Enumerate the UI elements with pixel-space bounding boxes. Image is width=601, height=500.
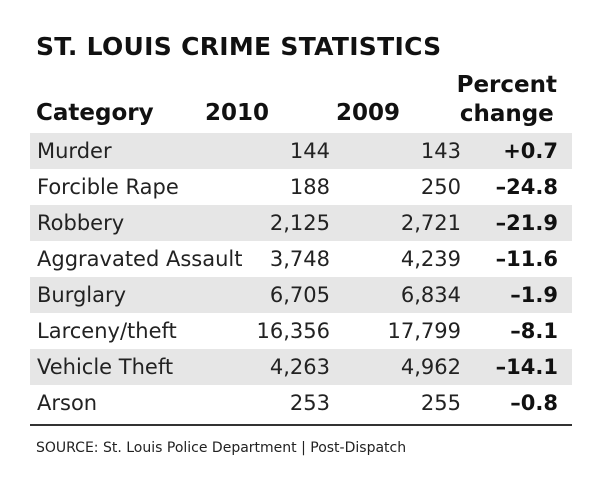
cell-category: Aggravated Assault <box>37 247 243 271</box>
table-row: Arson 253 255 –0.8 <box>30 385 572 421</box>
cell-2009: 4,962 <box>400 355 461 379</box>
cell-2009: 2,721 <box>400 211 461 235</box>
table-row: Vehicle Theft 4,263 4,962 –14.1 <box>30 349 572 385</box>
cell-2009: 6,834 <box>400 283 461 307</box>
table-row: Aggravated Assault 3,748 4,239 –11.6 <box>30 241 572 277</box>
cell-2010: 16,356 <box>256 319 330 343</box>
footer-rule <box>30 424 572 426</box>
cell-category: Murder <box>37 139 112 163</box>
table-row: Forcible Rape 188 250 –24.8 <box>30 169 572 205</box>
cell-2010: 253 <box>289 391 330 415</box>
chart-title: ST. LOUIS CRIME STATISTICS <box>36 32 442 61</box>
cell-category: Larceny/theft <box>37 319 177 343</box>
cell-percent-change: +0.7 <box>503 139 558 163</box>
cell-2010: 6,705 <box>269 283 330 307</box>
header-2009: 2009 <box>335 100 400 126</box>
header-percent-change: Percent change <box>457 71 557 129</box>
cell-2010: 3,748 <box>269 247 330 271</box>
table-row: Larceny/theft 16,356 17,799 –8.1 <box>30 313 572 349</box>
cell-2009: 4,239 <box>400 247 461 271</box>
cell-2010: 2,125 <box>269 211 330 235</box>
cell-2009: 255 <box>420 391 461 415</box>
cell-2009: 17,799 <box>387 319 461 343</box>
cell-category: Burglary <box>37 283 127 307</box>
header-percent-line2: change <box>459 101 554 127</box>
cell-2009: 143 <box>420 139 461 163</box>
table-row: Murder 144 143 +0.7 <box>30 133 572 169</box>
cell-percent-change: –1.9 <box>510 283 558 307</box>
cell-category: Forcible Rape <box>37 175 179 199</box>
cell-percent-change: –0.8 <box>510 391 558 415</box>
table-row: Burglary 6,705 6,834 –1.9 <box>30 277 572 313</box>
header-percent-line1: Percent <box>456 72 557 98</box>
cell-2009: 250 <box>420 175 461 199</box>
cell-percent-change: –11.6 <box>495 247 558 271</box>
source-note: SOURCE: St. Louis Police Department | Po… <box>36 440 407 456</box>
cell-category: Arson <box>37 391 98 415</box>
cell-percent-change: –24.8 <box>495 175 558 199</box>
cell-percent-change: –8.1 <box>510 319 558 343</box>
cell-percent-change: –14.1 <box>495 355 558 379</box>
cell-category: Vehicle Theft <box>37 355 174 379</box>
cell-percent-change: –21.9 <box>495 211 558 235</box>
data-table: Murder 144 143 +0.7 Forcible Rape 188 250 –24.8… <box>30 133 572 421</box>
cell-2010: 188 <box>289 175 330 199</box>
header-2010: 2010 <box>204 100 269 126</box>
table-row: Robbery 2,125 2,721 –21.9 <box>30 205 572 241</box>
cell-2010: 4,263 <box>269 355 330 379</box>
header-category: Category <box>36 100 154 126</box>
cell-2010: 144 <box>289 139 330 163</box>
cell-category: Robbery <box>37 211 125 235</box>
